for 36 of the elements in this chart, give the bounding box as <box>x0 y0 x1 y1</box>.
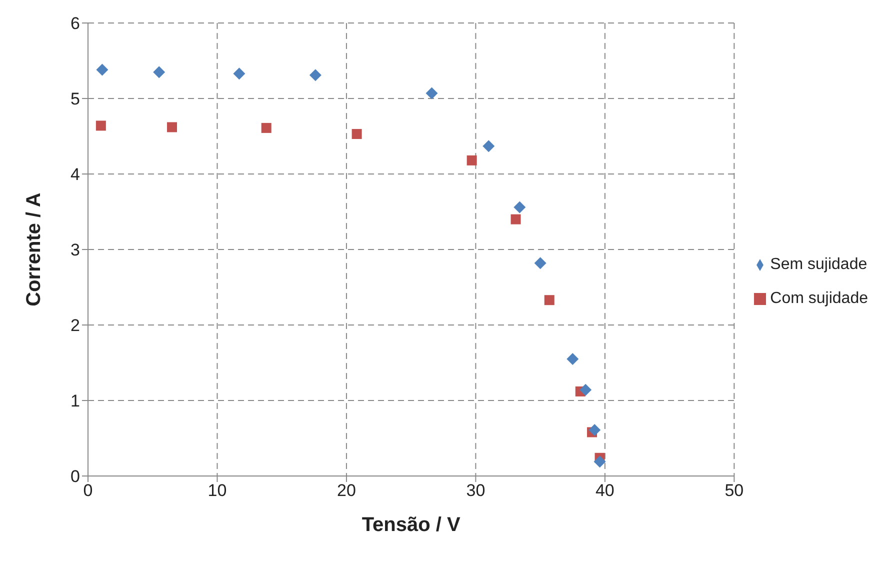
point <box>514 201 526 214</box>
point <box>96 120 106 131</box>
y-axis-title: Corrente / A <box>23 192 46 306</box>
x-tick-label: 0 <box>83 481 93 500</box>
y-tick-label: 4 <box>70 165 80 184</box>
point <box>352 128 362 139</box>
point <box>594 456 606 468</box>
point <box>588 424 601 436</box>
y-tick-label: 5 <box>70 90 80 109</box>
point <box>261 122 272 133</box>
y-tick-label: 2 <box>70 316 80 336</box>
x-tick-label: 30 <box>466 481 486 500</box>
point <box>544 295 554 306</box>
point <box>233 68 246 80</box>
point <box>566 352 579 365</box>
legend-label: Com sujidade <box>770 290 868 307</box>
point <box>510 214 521 224</box>
point <box>482 140 495 152</box>
y-tick-label: 1 <box>70 392 80 411</box>
point <box>309 69 322 82</box>
point <box>426 87 438 100</box>
x-tick-label: 20 <box>337 481 356 500</box>
x-tick-label: 40 <box>595 481 614 500</box>
legend-label: Sem sujidade <box>770 256 868 273</box>
point <box>580 384 592 396</box>
point <box>466 155 477 166</box>
point <box>153 66 166 78</box>
point <box>96 64 108 76</box>
y-tick-label: 3 <box>70 240 80 260</box>
point <box>167 122 177 132</box>
x-tick-label: 10 <box>208 481 227 500</box>
point <box>534 257 546 270</box>
y-tick-label: 6 <box>70 14 80 34</box>
x-tick-label: 50 <box>724 481 744 500</box>
y-tick-label: 0 <box>70 467 80 486</box>
x-axis-title: Tensão / V <box>362 514 462 536</box>
